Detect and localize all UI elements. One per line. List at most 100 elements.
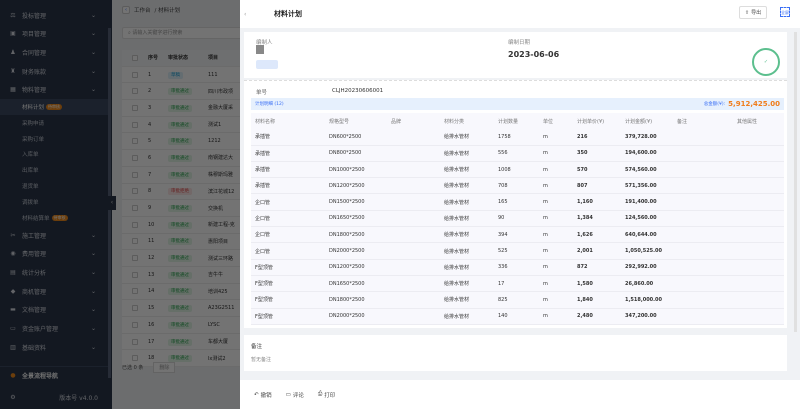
detail-cell: m (543, 215, 548, 222)
row-checkbox[interactable] (122, 288, 148, 295)
submenu-item[interactable]: 出库单 (0, 162, 108, 178)
checkbox[interactable] (132, 221, 138, 228)
checkbox[interactable] (132, 205, 138, 212)
checkbox[interactable] (132, 88, 138, 95)
row-checkbox[interactable] (122, 338, 148, 345)
row-checkbox[interactable] (122, 188, 148, 195)
project-name: 株穆斯玛雅 (208, 172, 234, 179)
row-checkbox[interactable] (122, 154, 148, 161)
sidebar-item[interactable]: ▤ 统计分析 ⌄ (0, 263, 108, 281)
row-checkbox[interactable] (122, 121, 148, 128)
submenu-item[interactable]: 采购申请 (0, 115, 108, 131)
row-checkbox[interactable] (122, 104, 148, 111)
drawer-scrollbar[interactable] (794, 32, 797, 332)
submenu-item[interactable]: 材料结算单 待审核 (0, 210, 108, 226)
table-row[interactable]: 16 审批通过 LYSC (122, 317, 252, 334)
sidebar-item[interactable]: ⚖ 投标管理 ⌄ (0, 6, 108, 24)
table-row[interactable]: 18 审批通过 lx测试2 (122, 350, 252, 368)
detail-cell: DN600*2500 (329, 133, 362, 140)
table-row[interactable]: 2 审批通过 四川市政项 (122, 83, 252, 101)
table-row[interactable]: 1 草稿 111 (122, 67, 252, 84)
sidebar-item[interactable]: ♟ 合同管理 ⌄ (0, 43, 108, 61)
checkbox[interactable] (132, 255, 138, 262)
comment-button[interactable]: ▭ 评论 (286, 391, 304, 399)
table-row[interactable]: 11 审批通过 惠阳项目 (122, 234, 252, 251)
sidebar-item[interactable]: ▥ 基础资料 ⌄ (0, 338, 108, 356)
back-icon[interactable]: ‹ (122, 6, 130, 14)
row-index: 14 (148, 288, 155, 295)
project-name: 惠阳项目 (208, 238, 229, 245)
table-row[interactable]: 12 审批通过 测试三环路 (122, 250, 252, 267)
table-row[interactable]: 3 审批通过 金融大厦采 (122, 100, 252, 117)
table-row[interactable]: 14 审批通过 培训425 (122, 284, 252, 301)
row-checkbox[interactable] (122, 355, 148, 362)
sidebar-item[interactable]: ◉ 费用管理 ⌄ (0, 245, 108, 263)
row-checkbox[interactable] (122, 255, 148, 262)
breadcrumb-home[interactable]: 工作台 (134, 8, 151, 14)
status-badge: 审批通过 (168, 171, 192, 179)
checkbox[interactable] (132, 154, 138, 161)
submenu-item[interactable]: 退货单 (0, 178, 108, 194)
row-checkbox[interactable] (122, 221, 148, 228)
checkbox[interactable] (132, 321, 138, 328)
undo-button[interactable]: ↶ 撤销 (254, 391, 272, 399)
process-nav-link[interactable]: ● 全景流程导航 (0, 366, 108, 384)
table-row[interactable]: 9 审批通过 交换机 (122, 200, 252, 217)
fullscreen-icon[interactable]: 全屏 (780, 7, 790, 17)
sidebar-item[interactable]: ✂ 施工管理 ⌄ (0, 226, 108, 244)
checkbox[interactable] (132, 238, 138, 245)
checkbox[interactable] (132, 171, 138, 178)
checkbox[interactable] (132, 121, 138, 128)
sidebar-item[interactable]: ▭ 资金账户管理 ⌄ (0, 320, 108, 338)
submenu-item[interactable]: 采购订单 (0, 131, 108, 147)
checkbox[interactable] (132, 355, 138, 362)
row-checkbox[interactable] (122, 138, 148, 145)
table-row[interactable]: 10 审批通过 新建工程-克 (122, 217, 252, 234)
checkbox[interactable] (132, 288, 138, 295)
detail-cell: 1008 (498, 166, 511, 173)
sidebar-item[interactable]: ♜ 财务账款 ⌄ (0, 62, 108, 80)
row-checkbox[interactable] (122, 205, 148, 212)
checkbox[interactable] (132, 138, 138, 145)
undo-icon: ↶ (254, 391, 259, 398)
row-checkbox[interactable] (122, 238, 148, 245)
collapse-sidebar-button[interactable]: ‹ (108, 196, 116, 210)
sidebar-item[interactable]: ▦ 物料管理 ⌄ (0, 81, 108, 99)
sidebar-item[interactable]: ▬ 文档管理 ⌄ (0, 301, 108, 319)
row-checkbox[interactable] (122, 305, 148, 312)
checkbox[interactable] (132, 305, 138, 312)
search-input[interactable]: ⌕ 请输入关键字进行搜索 (122, 27, 252, 39)
select-all-checkbox[interactable] (122, 54, 148, 61)
table-row[interactable]: 17 审批通过 车都大厦 (122, 334, 252, 351)
row-checkbox[interactable] (122, 71, 148, 78)
row-checkbox[interactable] (122, 88, 148, 95)
table-row[interactable]: 5 审批通过 1212 (122, 133, 252, 151)
table-row[interactable]: 7 审批通过 株穆斯玛雅 (122, 167, 252, 184)
submenu-item[interactable]: 调拨单 (0, 194, 108, 210)
table-row[interactable]: 8 审批拒绝 滨江花城12 (122, 184, 252, 201)
table-row[interactable]: 4 审批通过 测试1 (122, 117, 252, 134)
checkbox[interactable] (132, 271, 138, 278)
checkbox[interactable] (132, 104, 138, 111)
checkbox[interactable] (132, 338, 138, 345)
row-checkbox[interactable] (122, 171, 148, 178)
detail-cell: 给排水管材 (444, 150, 470, 157)
table-row[interactable]: 15 审批通过 A23G2511 (122, 300, 252, 317)
checkbox[interactable] (132, 54, 138, 61)
sidebar-item[interactable]: ▣ 项目管理 ⌄ (0, 25, 108, 43)
table-row[interactable]: 6 审批通过 南钢建达大 (122, 150, 252, 167)
print-button[interactable]: ⎙ 打印 (318, 391, 335, 399)
sidebar-item[interactable]: ◆ 商机管理 ⌄ (0, 282, 108, 300)
export-button[interactable]: ⇪ 导出 (739, 6, 767, 19)
submenu-item[interactable]: 入库单 (0, 146, 108, 162)
checkbox[interactable] (132, 71, 138, 78)
close-icon[interactable]: ‹ (244, 10, 247, 18)
submenu-item[interactable]: 材料计划 待审核 (0, 99, 108, 115)
detail-cell: m (543, 248, 548, 255)
table-row[interactable]: 13 审批通过 吉牛牛 (122, 267, 252, 284)
row-checkbox[interactable] (122, 321, 148, 328)
plan-info-card: 编制人 编制日期 2023-06-06 ✓ (244, 32, 787, 78)
checkbox[interactable] (132, 188, 138, 195)
batch-delete-button[interactable]: 删除 (153, 362, 176, 373)
row-checkbox[interactable] (122, 271, 148, 278)
